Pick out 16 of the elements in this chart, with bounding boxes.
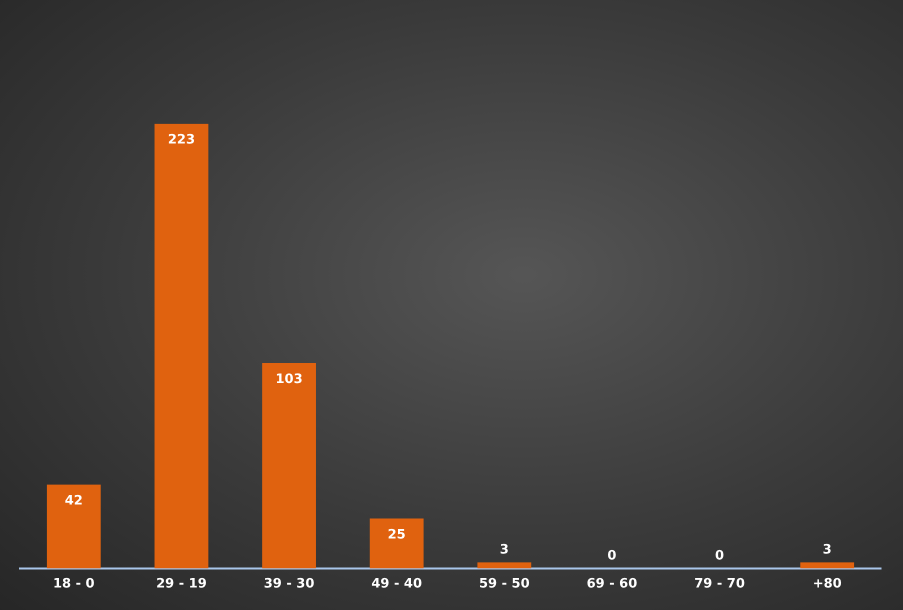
- data-label: 223: [168, 132, 196, 148]
- data-label: 0: [715, 548, 724, 564]
- data-label: 103: [275, 372, 303, 387]
- x-tick-label: 49 - 40: [371, 576, 422, 592]
- x-tick-label: 59 - 50: [478, 576, 530, 592]
- x-tick-label: +80: [812, 576, 842, 592]
- data-label: 0: [607, 548, 616, 564]
- x-tick-label: 18 - 0: [53, 576, 95, 592]
- data-label: 3: [822, 542, 832, 558]
- data-label: 3: [500, 542, 509, 558]
- x-tick-label: 29 - 19: [156, 576, 207, 592]
- data-label: 42: [64, 494, 83, 509]
- x-tick-label: 79 - 70: [694, 576, 745, 592]
- x-tick-label: 69 - 60: [586, 576, 638, 592]
- x-tick-label: 39 - 30: [264, 576, 314, 592]
- data-label: 25: [388, 527, 406, 542]
